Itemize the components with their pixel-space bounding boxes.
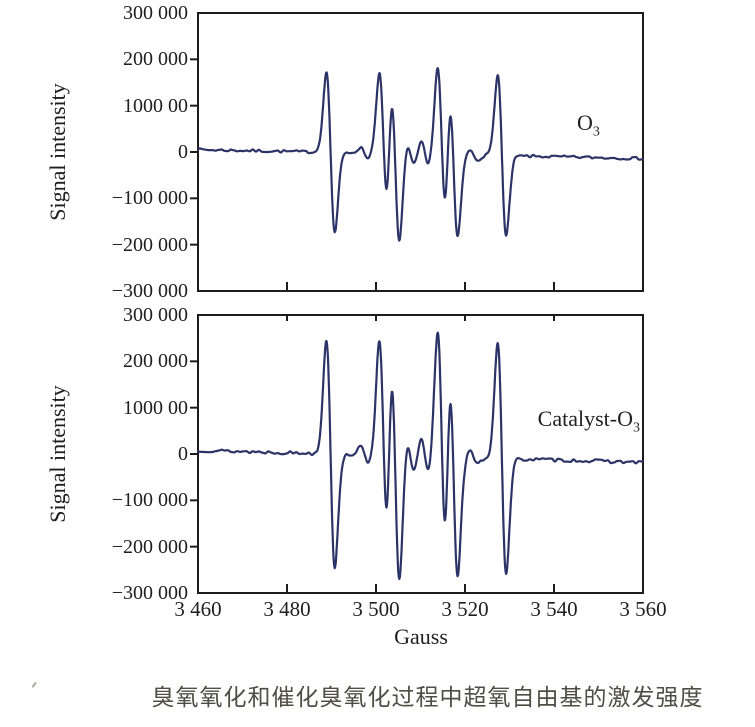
series-label-o3-subscript: 3 [592, 124, 600, 140]
y-tick-label: 300 000 [123, 2, 188, 24]
y-tick-label: 0 [178, 443, 188, 465]
x-tick-label: 3 500 [352, 597, 400, 621]
x-tick-label: 3 460 [174, 597, 222, 621]
series-label-catalyst-o3-subscript: 3 [633, 420, 640, 436]
x-tick-label: 3 540 [530, 597, 578, 621]
figure-caption: 臭氧氧化和催化臭氧化过程中超氧自由基的激发强度 [151, 685, 704, 710]
series-label-catalyst-o3-text: Catalyst-O [537, 406, 633, 431]
y-tick-label: 200 000 [123, 48, 188, 71]
x-tick-label: 3 480 [263, 597, 311, 621]
y-tick-label: 300 000 [123, 304, 188, 326]
y-tick-label: −200 000 [111, 233, 188, 256]
x-tick-label: 3 560 [619, 597, 667, 621]
x-tick-label: 3 520 [441, 597, 489, 621]
y-tick-label: −100 000 [111, 489, 188, 512]
series-label-o3-text: O [577, 110, 593, 135]
spectrum-curve-catalyst-o3 [196, 331, 644, 581]
y-tick-label: −100 000 [111, 187, 188, 210]
y-tick-label: −300 000 [111, 582, 188, 604]
y-tick-label: 200 000 [123, 350, 188, 373]
y-tick-label: 1000 00 [123, 396, 188, 419]
series-label-catalyst-o3: Catalyst-O3 [537, 406, 640, 436]
y-tick-label: 1000 00 [123, 94, 188, 117]
y-tick-label: −300 000 [111, 280, 188, 302]
y-tick-label: −200 000 [111, 535, 188, 558]
series-label-o3: O3 [577, 110, 600, 140]
y-tick-label: 0 [178, 141, 188, 163]
spectrum-curve-o3 [196, 67, 644, 242]
x-axis-title: Gauss [394, 624, 448, 649]
